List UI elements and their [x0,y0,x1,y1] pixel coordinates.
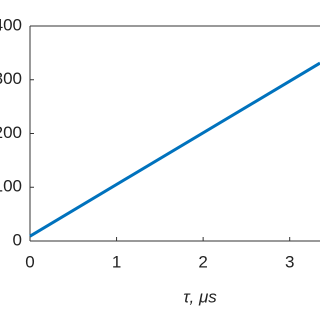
y-tick-label: 100 [0,177,22,196]
x-tick-label: 2 [198,252,207,271]
x-tick-label: 1 [112,252,121,271]
y-tick-label: 300 [0,69,22,88]
y-tick-label: 200 [0,123,22,142]
y-tick-label: 0 [13,230,22,249]
x-tick-label: 3 [285,252,294,271]
y-tick-label: 400 [0,15,22,34]
data-line [29,61,320,238]
x-tick-label: 0 [25,252,34,271]
x-axis-label: τ, μs [183,287,217,306]
